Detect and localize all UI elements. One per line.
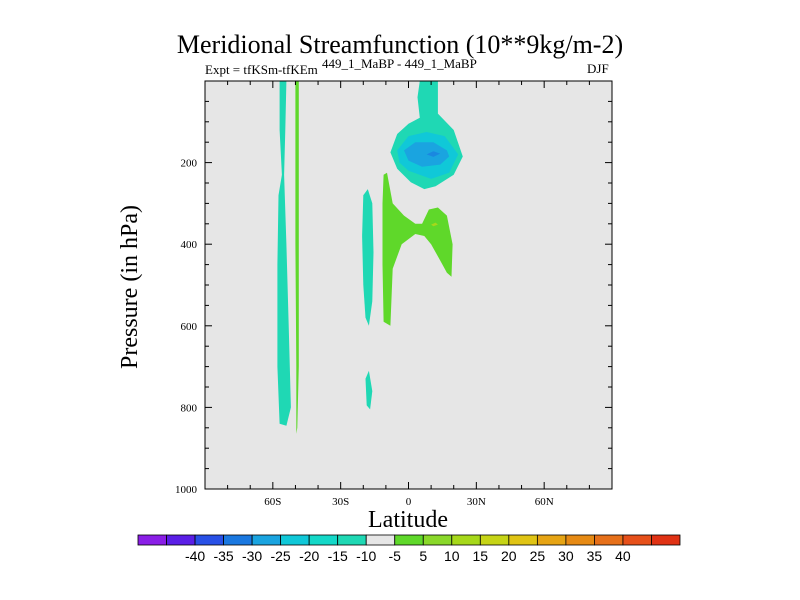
x-axis-title: Latitude (368, 507, 448, 533)
y-tick-label: 1000 (175, 484, 198, 496)
y-tick-label: 200 (181, 158, 198, 170)
colorbar-box (594, 534, 624, 546)
colorbar-box (651, 534, 681, 546)
contour-neg-cell-upper-strong (404, 142, 450, 167)
colorbar-box (565, 534, 595, 546)
y-tick-label: 400 (181, 239, 198, 251)
chart-title: Meridional Streamfunction (10**9kg/m-2) (176, 30, 624, 59)
colorbar-label: -30 (242, 548, 262, 564)
colorbar-label: -5 (388, 548, 401, 564)
experiment-label: Expt = tfKSm-tfKEm (205, 62, 318, 77)
x-tick-label: 30S (332, 496, 349, 508)
colorbar-label: 25 (530, 548, 546, 564)
x-tick-label: 30N (467, 496, 486, 508)
season-label: DJF (587, 61, 609, 76)
contour-pos-dot (431, 222, 438, 227)
colorbar-label: -20 (299, 548, 319, 564)
y-tick-label: 600 (181, 321, 198, 333)
colorbar-label: 20 (501, 548, 517, 564)
colorbar-box (251, 534, 282, 546)
colorbar-box (622, 534, 652, 546)
colorbar-box (394, 534, 424, 546)
contour-neg-band-60s (277, 81, 291, 426)
colorbar-box (451, 534, 481, 546)
colorbar-box (308, 534, 339, 546)
difference-label: 449_1_MaBP - 449_1_MaBP (322, 56, 477, 71)
colorbar-box (365, 534, 396, 546)
contour-neg-band-20s (362, 189, 374, 326)
x-tick-label: 0 (406, 496, 412, 508)
contour-pos-cell-lower (382, 172, 453, 326)
colorbar-label: 5 (419, 548, 427, 564)
colorbar-box (536, 534, 567, 546)
colorbar-label: 40 (615, 548, 631, 564)
colorbar-box (280, 534, 310, 546)
contour-pos-band-50s (295, 81, 299, 434)
colorbar-label: 15 (473, 548, 489, 564)
contour-neg-cell-upper-core (426, 151, 441, 157)
x-tick-label: 60N (535, 496, 554, 508)
colorbar-box (194, 534, 224, 546)
colorbar-label: 30 (558, 548, 574, 564)
colorbar-boxes (137, 534, 681, 546)
colorbar-box (166, 534, 196, 546)
colorbar-label: 35 (587, 548, 603, 564)
y-axis-title: Pressure (in hPa) (117, 205, 143, 369)
colorbar-box (337, 534, 367, 546)
colorbar-label: -25 (270, 548, 290, 564)
colorbar-label: -35 (213, 548, 233, 564)
colorbar-box (137, 534, 167, 546)
colorbar-box (422, 534, 453, 546)
y-tick-label: 800 (181, 402, 198, 414)
colorbar-label: 10 (444, 548, 460, 564)
contour-regions (277, 81, 463, 434)
colorbar-label: -15 (328, 548, 348, 564)
colorbar-labels: -40 -35 -30 -25 -20 -15 -10 -5 5 10 15 20 25 30 35 40 (185, 548, 631, 564)
colorbar-box (223, 534, 253, 546)
axis-ticks: 60S 30S 0 30N 60N 200 400 600 800 1000 (175, 81, 612, 508)
colorbar-box (508, 534, 538, 546)
contour-neg-patch-18s (365, 370, 373, 410)
colorbar-label: -10 (356, 548, 376, 564)
colorbar-label: -40 (185, 548, 205, 564)
colorbar-box (479, 534, 510, 546)
x-tick-label: 60S (264, 496, 281, 508)
